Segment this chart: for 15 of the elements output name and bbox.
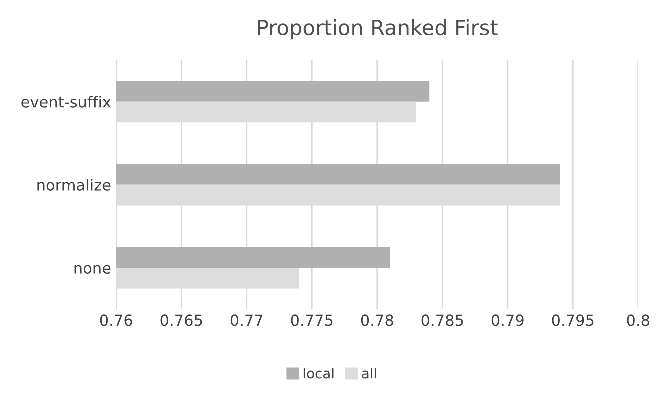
x-tick-label: 0.79 (492, 314, 524, 326)
legend-label: local (304, 368, 334, 379)
x-tick-label: 0.78 (361, 314, 394, 326)
y-tick-label: none (74, 265, 111, 274)
x-tick-label: 0.77 (230, 314, 263, 326)
x-tick-label: 0.8 (627, 314, 650, 326)
chart-title: Proportion Ranked First (258, 19, 498, 40)
x-tick-label: 0.76 (100, 314, 132, 326)
y-tick-label: event-suffix (22, 96, 112, 108)
legend-label: all (362, 368, 376, 379)
y-tick-label: normalize (38, 179, 111, 191)
x-tick-label: 0.765 (160, 314, 202, 326)
x-tick-label: 0.775 (291, 314, 333, 326)
x-tick-label: 0.795 (552, 314, 594, 326)
x-tick-label: 0.785 (422, 314, 464, 326)
